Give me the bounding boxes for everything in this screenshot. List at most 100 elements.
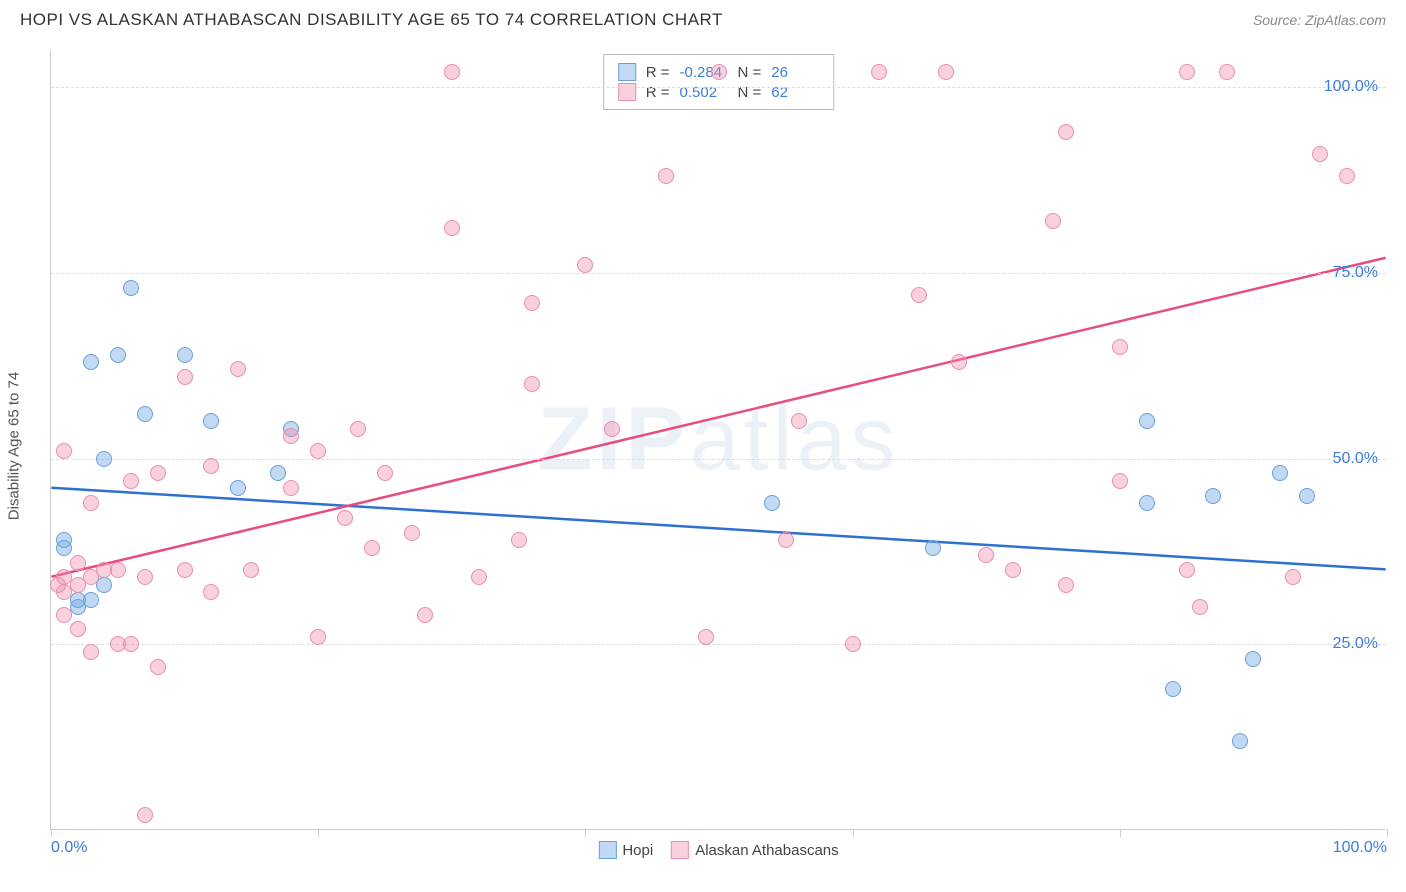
gridline <box>51 644 1386 645</box>
watermark: ZIPatlas <box>537 388 899 491</box>
data-point <box>1112 339 1128 355</box>
data-point <box>444 220 460 236</box>
data-point <box>938 64 954 80</box>
data-point <box>150 465 166 481</box>
data-point <box>283 428 299 444</box>
legend-label: Alaskan Athabascans <box>695 842 838 859</box>
data-point <box>711 64 727 80</box>
data-point <box>1058 124 1074 140</box>
data-point <box>1312 146 1328 162</box>
data-point <box>1045 213 1061 229</box>
stats-row: R = 0.502N = 62 <box>618 83 820 101</box>
y-axis-label: Disability Age 65 to 74 <box>6 372 23 520</box>
data-point <box>110 562 126 578</box>
y-tick-label: 100.0% <box>1324 78 1378 96</box>
gridline <box>51 273 1386 274</box>
data-point <box>270 465 286 481</box>
data-point <box>524 295 540 311</box>
data-point <box>110 347 126 363</box>
data-point <box>177 562 193 578</box>
data-point <box>56 532 72 548</box>
data-point <box>1139 495 1155 511</box>
data-point <box>350 421 366 437</box>
data-point <box>1179 562 1195 578</box>
data-point <box>524 376 540 392</box>
data-point <box>177 369 193 385</box>
data-point <box>1339 168 1355 184</box>
legend-swatch <box>618 63 636 81</box>
data-point <box>123 280 139 296</box>
data-point <box>658 168 674 184</box>
data-point <box>1205 488 1221 504</box>
x-tick <box>585 829 586 837</box>
x-tick-label: 100.0% <box>1333 839 1387 857</box>
data-point <box>83 354 99 370</box>
data-point <box>137 569 153 585</box>
data-point <box>243 562 259 578</box>
data-point <box>203 413 219 429</box>
data-point <box>404 525 420 541</box>
data-point <box>444 64 460 80</box>
data-point <box>137 807 153 823</box>
data-point <box>56 443 72 459</box>
data-point <box>1299 488 1315 504</box>
x-tick-label: 0.0% <box>51 839 87 857</box>
legend-item: Alaskan Athabascans <box>671 841 838 859</box>
data-point <box>471 569 487 585</box>
data-point <box>123 473 139 489</box>
data-point <box>978 547 994 563</box>
y-tick-label: 75.0% <box>1333 264 1378 282</box>
data-point <box>70 555 86 571</box>
y-tick-label: 50.0% <box>1333 450 1378 468</box>
data-point <box>1219 64 1235 80</box>
data-point <box>283 480 299 496</box>
data-point <box>417 607 433 623</box>
data-point <box>1165 681 1181 697</box>
data-point <box>83 592 99 608</box>
trend-lines <box>51 50 1386 829</box>
legend-label: Hopi <box>622 842 653 859</box>
data-point <box>698 629 714 645</box>
data-point <box>951 354 967 370</box>
y-tick-label: 25.0% <box>1333 635 1378 653</box>
gridline <box>51 87 1386 88</box>
data-point <box>177 347 193 363</box>
series-legend: Hopi Alaskan Athabascans <box>598 841 838 859</box>
data-point <box>1285 569 1301 585</box>
data-point <box>203 458 219 474</box>
chart-plot-area: ZIPatlas R = -0.284N = 26R = 0.502N = 62… <box>50 50 1386 830</box>
data-point <box>310 629 326 645</box>
x-tick <box>1120 829 1121 837</box>
x-tick <box>1387 829 1388 837</box>
data-point <box>778 532 794 548</box>
data-point <box>83 495 99 511</box>
data-point <box>230 480 246 496</box>
legend-swatch <box>598 841 616 859</box>
data-point <box>203 584 219 600</box>
x-tick <box>853 829 854 837</box>
data-point <box>96 451 112 467</box>
data-point <box>911 287 927 303</box>
data-point <box>137 406 153 422</box>
data-point <box>511 532 527 548</box>
legend-swatch <box>618 83 636 101</box>
data-point <box>1192 599 1208 615</box>
data-point <box>83 644 99 660</box>
chart-title: HOPI VS ALASKAN ATHABASCAN DISABILITY AG… <box>20 10 723 30</box>
x-tick <box>51 829 52 837</box>
data-point <box>1058 577 1074 593</box>
gridline <box>51 459 1386 460</box>
data-point <box>56 607 72 623</box>
data-point <box>871 64 887 80</box>
data-point <box>1005 562 1021 578</box>
data-point <box>377 465 393 481</box>
x-tick <box>318 829 319 837</box>
data-point <box>604 421 620 437</box>
data-point <box>845 636 861 652</box>
data-point <box>1272 465 1288 481</box>
data-point <box>577 257 593 273</box>
data-point <box>123 636 139 652</box>
data-point <box>1179 64 1195 80</box>
data-point <box>1139 413 1155 429</box>
data-point <box>1232 733 1248 749</box>
